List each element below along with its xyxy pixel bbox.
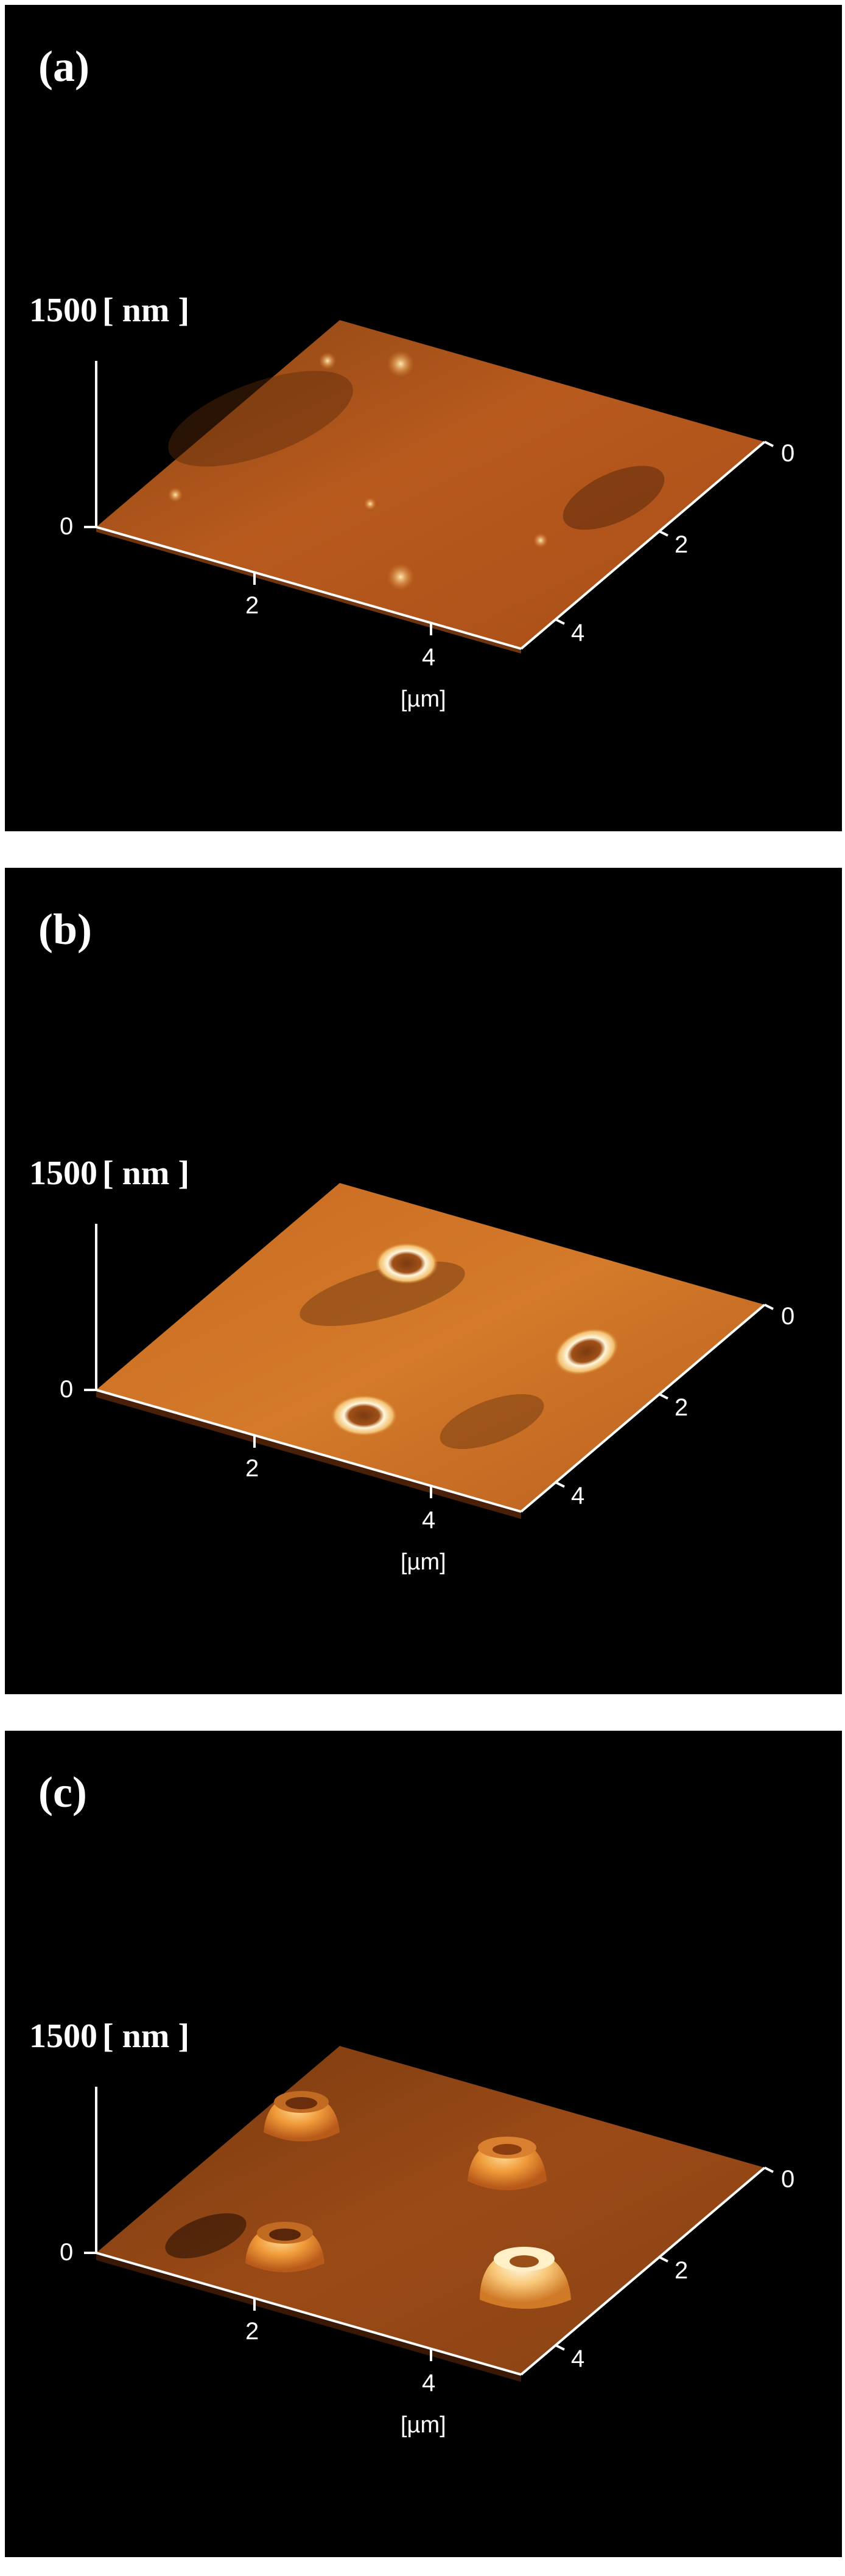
z-unit: [ nm ] (102, 1154, 190, 1192)
z-axis-max-label: 1500[ nm ] (29, 2017, 189, 2056)
afm-surface-b (84, 1183, 774, 1519)
afm-surface-a (84, 320, 774, 654)
y-axis (520, 2166, 766, 2376)
afm-surface-c (84, 2046, 774, 2382)
y-tick-0: 0 (781, 1303, 795, 1330)
afm-panel-a: (a) 1500[ nm ] 0 2 4 0 2 4 [µm] (5, 5, 842, 831)
y-axis (520, 441, 766, 650)
mound-feature (468, 2137, 547, 2190)
x-tick-2: 2 (245, 2318, 259, 2345)
y-tick-0: 0 (781, 2166, 795, 2193)
panel-label: (c) (38, 1768, 87, 1817)
x-tick-2: 2 (245, 1455, 259, 1482)
panel-label: (a) (38, 42, 89, 91)
mound-feature (264, 2091, 340, 2141)
z-max-value: 1500 (29, 1154, 97, 1192)
crater-feature (331, 1395, 398, 1436)
xy-unit-label: [µm] (401, 2412, 446, 2438)
z-zero-tick: 0 (60, 1376, 74, 1403)
afm-panel-b: (b) 1500[ nm ] 0 2 4 0 2 4 [µm] (5, 868, 842, 1694)
y-tick-4: 4 (571, 620, 585, 646)
afm-topography-surface (96, 320, 765, 649)
z-zero-tick: 0 (60, 2239, 74, 2266)
mound-feature (245, 2222, 324, 2272)
x-tick-4: 4 (422, 1507, 436, 1534)
x-axis (96, 2252, 522, 2376)
y-tick-2: 2 (675, 1394, 689, 1421)
afm-topography-surface (96, 2046, 765, 2375)
z-max-value: 1500 (29, 2017, 97, 2055)
z-axis-max-label: 1500[ nm ] (29, 1154, 189, 1193)
x-tick-4: 4 (422, 644, 436, 671)
y-tick-0: 0 (781, 440, 795, 467)
afm-panel-c: (c) 1500[ nm ] 0 2 4 0 2 4 [µm] (5, 1731, 842, 2557)
z-zero-tick: 0 (60, 513, 74, 540)
y-tick-2: 2 (675, 531, 689, 558)
y-tick-2: 2 (675, 2257, 689, 2284)
x-tick-2: 2 (245, 592, 259, 619)
x-axis (96, 526, 522, 650)
y-axis (520, 1304, 766, 1513)
afm-topography-surface (96, 1183, 765, 1512)
y-tick-4: 4 (571, 1482, 585, 1509)
y-tick-4: 4 (571, 2345, 585, 2372)
z-max-value: 1500 (29, 291, 97, 329)
mound-feature (480, 2247, 571, 2309)
z-axis-max-label: 1500[ nm ] (29, 291, 189, 330)
surface-particle (387, 351, 414, 377)
crater-feature (553, 1328, 619, 1375)
xy-unit-label: [µm] (401, 1549, 446, 1575)
x-tick-4: 4 (422, 2370, 436, 2396)
z-unit: [ nm ] (102, 2017, 190, 2055)
x-axis (96, 1389, 522, 1513)
crater-feature (375, 1243, 438, 1284)
z-unit: [ nm ] (102, 291, 190, 329)
panel-label: (b) (38, 905, 92, 954)
xy-unit-label: [µm] (401, 686, 446, 712)
